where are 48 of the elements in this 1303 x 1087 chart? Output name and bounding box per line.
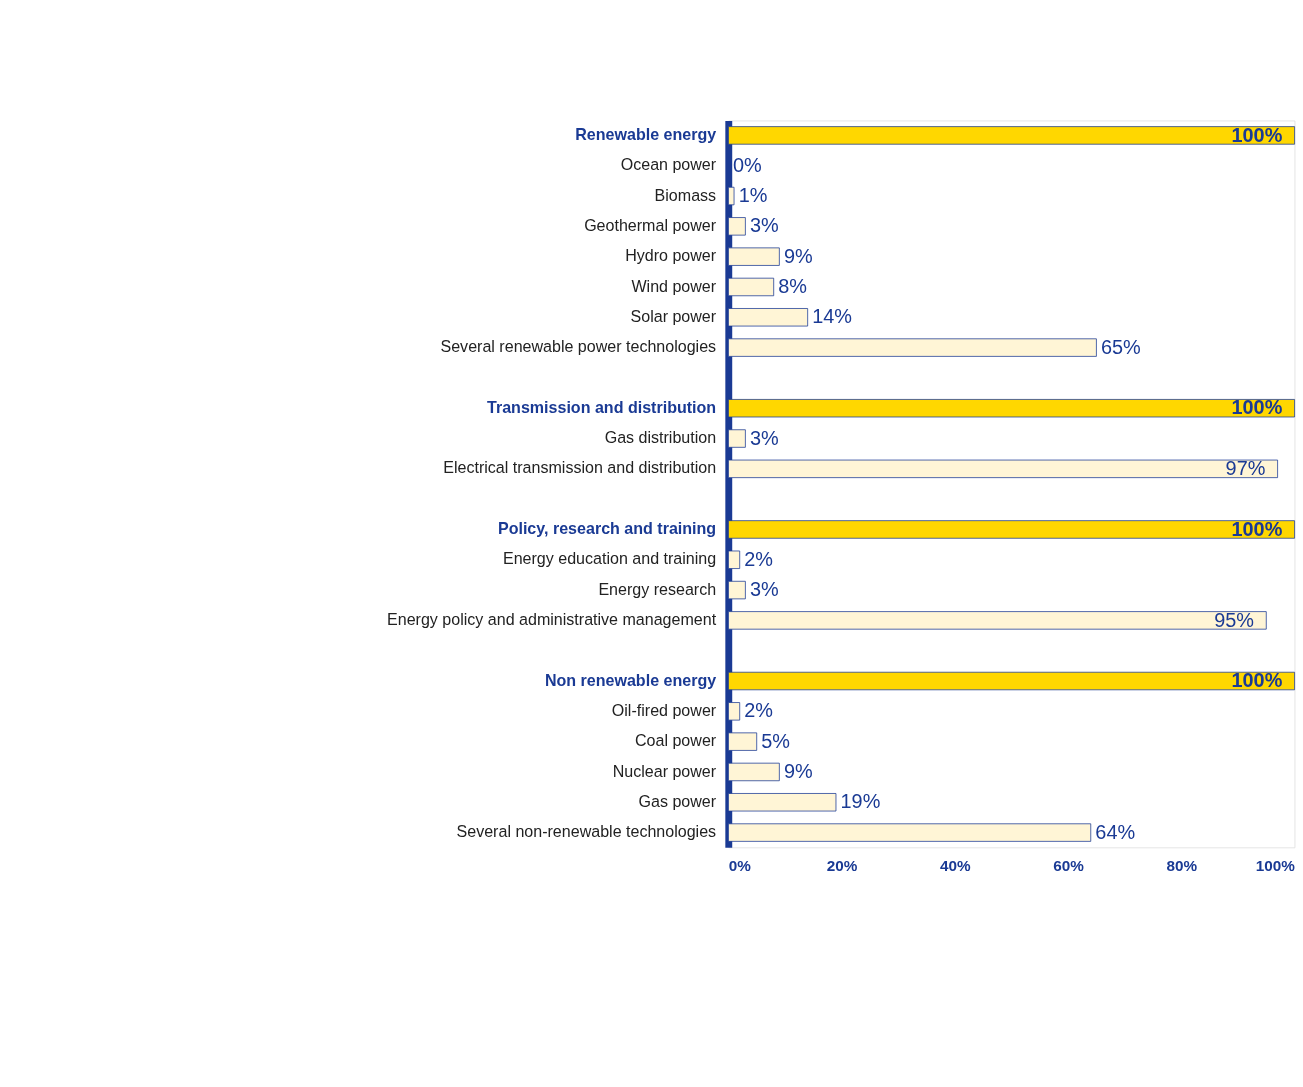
data-label: 100% [1231,123,1283,146]
y-tick-label: Electrical transmission and distribution [443,458,717,477]
data-label: 9% [783,760,813,783]
data-label: 2% [744,699,774,722]
data-label: 100% [1231,517,1283,540]
y-tick-label: Coal power [634,731,717,750]
y-tick-label: Energy research [598,579,717,598]
data-label: 100% [1231,669,1283,692]
y-tick-label: Gas power [638,791,717,810]
y-tick-label: Energy education and training [502,549,717,568]
x-tick-label: 20% [826,856,858,874]
data-label: 65% [1101,335,1141,358]
data-label: 5% [761,729,791,752]
x-tick-label: 80% [1166,856,1198,874]
x-tick-label: 0% [728,856,752,874]
data-label: 9% [783,244,813,267]
y-tick-label: Hydro power [625,246,717,265]
y-tick-label: Oil-fired power [611,700,717,719]
y-tick-label: Gas distribution [604,428,717,447]
data-label: 19% [840,790,881,813]
data-label: 95% [1214,608,1255,631]
y-tick-label: Policy, research and training [497,519,717,538]
data-label: 0% [732,153,762,176]
y-tick-label: Several renewable power technologies [440,337,717,356]
y-tick-label: Renewable energy [575,125,717,143]
y-tick-label: Energy policy and administrative management [387,609,717,628]
x-tick-label: 60% [1053,856,1085,874]
data-label: 64% [1095,820,1136,843]
x-tick-label: 100% [1255,856,1296,874]
y-tick-label: Transmission and distribution [487,397,717,416]
y-tick-label: Non renewable energy [544,670,717,689]
data-label: 3% [749,214,779,237]
data-label: 1% [738,184,768,207]
data-label: 3% [749,578,779,601]
y-tick-label: Geothermal power [584,215,717,234]
y-tick-label: Several non-renewable technologies [456,822,717,841]
y-tick-label: Biomass [654,185,717,204]
y-tick-label: Wind power [631,276,717,295]
data-label: 3% [749,426,779,449]
y-tick-label: Nuclear power [612,761,717,780]
x-tick-label: 40% [939,856,971,874]
data-label: 100% [1231,396,1283,419]
data-label: 97% [1225,456,1266,479]
data-label: 8% [778,275,808,298]
y-tick-label: Solar power [630,306,717,325]
data-label: 2% [744,547,774,570]
data-label: 14% [812,305,853,328]
y-tick-label: Ocean power [620,155,717,174]
